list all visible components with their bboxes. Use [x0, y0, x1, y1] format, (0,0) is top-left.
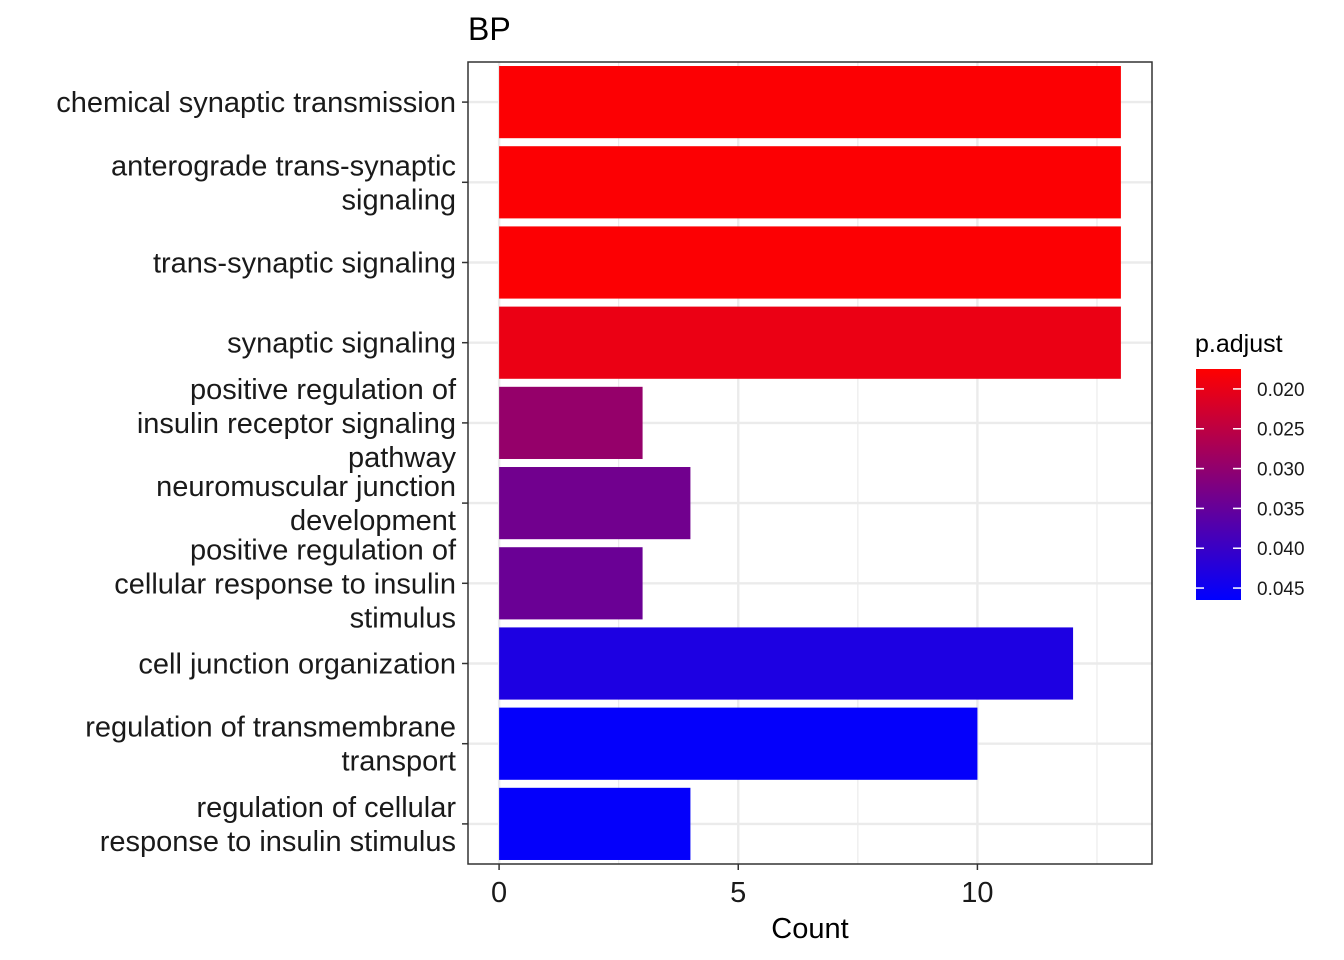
y-tick-label-line: positive regulation of: [190, 374, 457, 406]
x-tick-label: 10: [961, 877, 993, 909]
y-tick-label-line: neuromuscular junction: [156, 471, 456, 503]
bar-3: [499, 226, 1121, 299]
bar-2: [499, 146, 1121, 219]
legend-tick-label: 0.035: [1257, 499, 1305, 520]
legend-title: p.adjust: [1195, 330, 1283, 358]
y-tick-label-line: insulin receptor signaling: [137, 408, 456, 440]
y-tick-label: synaptic signaling: [227, 328, 456, 360]
legend-tick-label: 0.025: [1257, 420, 1305, 441]
legend-colorbar: [1196, 369, 1241, 600]
y-tick-label-line: positive regulation of: [190, 534, 457, 566]
y-tick-label-line: transport: [342, 746, 456, 778]
x-tick-label: 0: [491, 877, 507, 909]
y-tick-label-line: cellular response to insulin: [114, 568, 456, 600]
y-axis: chemical synaptic transmission anterograd…: [56, 87, 468, 858]
y-tick-label: trans-synaptic signaling: [153, 248, 456, 280]
legend-tick-label: 0.030: [1257, 460, 1305, 481]
bar-10: [499, 787, 691, 860]
chart-title: BP: [468, 11, 511, 47]
y-tick-label-line: cell junction organization: [138, 649, 456, 681]
y-tick-label: regulation of cellular response to insuli…: [100, 792, 457, 858]
y-tick-label: anterograde trans-synaptic signaling: [111, 150, 456, 216]
y-tick-label-line: synaptic signaling: [227, 328, 456, 360]
legend-tick-label: 0.045: [1257, 579, 1305, 600]
bars: [499, 66, 1121, 860]
x-tick-label: 5: [730, 877, 746, 909]
legend-tick-label: 0.020: [1257, 380, 1305, 401]
y-tick-label: positive regulation of insulin receptor s…: [137, 374, 457, 474]
y-tick-label-line: chemical synaptic transmission: [56, 87, 456, 119]
y-tick-label-line: pathway: [348, 442, 457, 474]
legend: p.adjust 0.020 0.025 0.030 0.035 0.040 0.045: [1195, 330, 1305, 600]
y-tick-label-line: anterograde trans-synaptic: [111, 150, 456, 182]
y-tick-label: cell junction organization: [138, 649, 456, 681]
y-tick-label-line: development: [290, 505, 456, 537]
y-tick-label-line: trans-synaptic signaling: [153, 248, 456, 280]
y-tick-label-line: regulation of cellular: [196, 792, 456, 824]
bar-9: [499, 707, 978, 780]
plot-panel-border: [467, 61, 1153, 865]
x-axis: 0 5 10: [491, 864, 994, 909]
y-tick-label-line: signaling: [342, 184, 456, 216]
bar-8: [499, 627, 1074, 700]
y-tick-label: chemical synaptic transmission: [56, 87, 456, 119]
bar-1: [499, 66, 1121, 139]
y-tick-label-line: response to insulin stimulus: [100, 826, 456, 858]
bar-5: [499, 386, 643, 459]
legend-ticks: 0.020 0.025 0.030 0.035 0.040 0.045: [1196, 380, 1305, 600]
bar-7: [499, 547, 643, 620]
y-tick-label: neuromuscular junction development: [156, 471, 456, 537]
y-tick-label-line: regulation of transmembrane: [85, 712, 456, 744]
y-tick-label: positive regulation of cellular response …: [114, 534, 457, 634]
bar-4: [499, 306, 1121, 379]
bar-6: [499, 467, 691, 540]
y-tick-label: regulation of transmembrane transport: [85, 712, 456, 778]
legend-tick-label: 0.040: [1257, 539, 1305, 560]
y-tick-label-line: stimulus: [350, 602, 456, 634]
x-axis-title: Count: [771, 913, 848, 945]
